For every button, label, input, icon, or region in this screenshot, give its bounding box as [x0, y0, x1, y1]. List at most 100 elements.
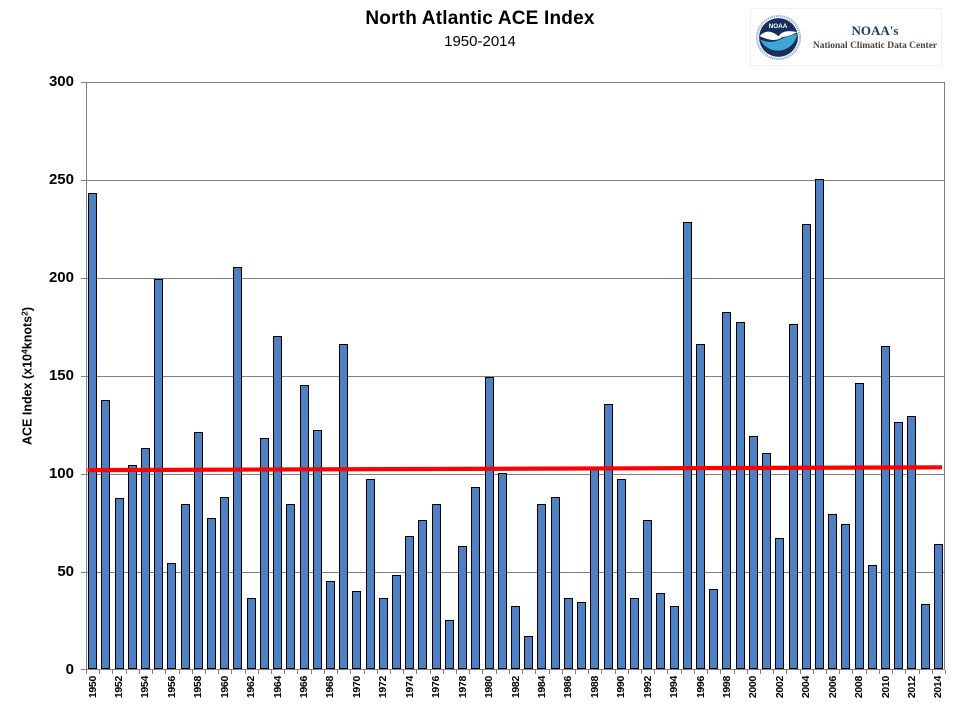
bar-1998	[722, 312, 731, 669]
x-tick-label-2000: 2000	[747, 676, 760, 699]
bar-1959	[207, 518, 216, 669]
x-tick-21	[364, 670, 365, 674]
bar-2004	[802, 224, 811, 669]
y-axis-title-units: knots	[20, 315, 35, 350]
bar-1978	[458, 546, 467, 669]
x-tick-53	[786, 670, 787, 674]
x-tick-40	[615, 670, 616, 674]
bar-1994	[670, 606, 679, 669]
bar-1982	[511, 606, 520, 669]
bar-1995	[683, 222, 692, 669]
x-tick-25	[416, 670, 417, 674]
bar-1969	[339, 344, 348, 669]
x-tick-44	[667, 670, 668, 674]
bar-1956	[167, 563, 176, 669]
x-tick-51	[760, 670, 761, 674]
bar-1979	[471, 487, 480, 669]
x-tick-54	[800, 670, 801, 674]
x-tick-label-1984: 1984	[535, 676, 548, 699]
x-tick-42	[641, 670, 642, 674]
bar-1964	[273, 336, 282, 669]
grid-line-250	[87, 180, 944, 181]
x-tick-19	[337, 670, 338, 674]
emblem-noaa-text: NOAA	[769, 23, 788, 30]
bar-1951	[101, 400, 110, 669]
x-tick-9	[205, 670, 206, 674]
bar-1971	[366, 479, 375, 669]
x-tick-28	[456, 670, 457, 674]
x-tick-34	[535, 670, 536, 674]
y-axis-title-close: )	[20, 307, 35, 312]
x-tick-label-1966: 1966	[298, 676, 311, 699]
x-tick-18	[324, 670, 325, 674]
x-tick-30	[482, 670, 483, 674]
y-tick-50	[81, 572, 86, 573]
bar-1967	[313, 430, 322, 669]
x-tick-label-1974: 1974	[403, 676, 416, 699]
x-tick-1	[99, 670, 100, 674]
bar-1981	[498, 473, 507, 669]
bar-1985	[551, 497, 560, 669]
x-tick-65	[945, 670, 946, 674]
bar-1986	[564, 598, 573, 669]
bar-1999	[736, 322, 745, 669]
x-tick-label-2004: 2004	[800, 676, 813, 699]
bar-1973	[392, 575, 401, 669]
x-tick-23	[390, 670, 391, 674]
x-tick-47	[707, 670, 708, 674]
y-axis-title-sup4: 4	[19, 349, 30, 354]
x-tick-label-1988: 1988	[588, 676, 601, 699]
x-tick-label-1962: 1962	[245, 676, 258, 699]
x-tick-label-2008: 2008	[853, 676, 866, 699]
x-tick-20	[350, 670, 351, 674]
bar-1980	[485, 377, 494, 669]
chart-title: North Atlantic ACE Index	[365, 8, 595, 29]
x-tick-label-1998: 1998	[720, 676, 733, 699]
y-tick-label-100: 100	[48, 465, 74, 482]
x-tick-11	[231, 670, 232, 674]
y-tick-250	[81, 180, 86, 181]
x-tick-12	[245, 670, 246, 674]
bar-1958	[194, 432, 203, 669]
x-tick-2	[112, 670, 113, 674]
x-tick-45	[681, 670, 682, 674]
x-tick-5	[152, 670, 153, 674]
bar-1996	[696, 344, 705, 669]
x-tick-16	[297, 670, 298, 674]
x-tick-59	[866, 670, 867, 674]
y-tick-label-300: 300	[48, 73, 74, 90]
x-tick-label-1952: 1952	[113, 676, 126, 699]
x-tick-37	[575, 670, 576, 674]
x-tick-33	[522, 670, 523, 674]
x-tick-label-1950: 1950	[86, 676, 99, 699]
bar-1953	[128, 465, 137, 669]
x-tick-39	[601, 670, 602, 674]
x-tick-57	[839, 670, 840, 674]
x-tick-31	[496, 670, 497, 674]
x-tick-63	[919, 670, 920, 674]
bar-2012	[907, 416, 916, 669]
x-tick-label-1996: 1996	[694, 676, 707, 699]
bar-1974	[405, 536, 414, 669]
bar-1990	[617, 479, 626, 669]
x-tick-52	[773, 670, 774, 674]
bar-1955	[154, 279, 163, 669]
logo-org-name: NOAA's	[851, 23, 899, 38]
bar-1997	[709, 589, 718, 669]
bar-1977	[445, 620, 454, 669]
x-tick-7	[179, 670, 180, 674]
x-tick-label-1992: 1992	[641, 676, 654, 699]
y-tick-label-50: 50	[57, 563, 74, 580]
bar-1950	[88, 193, 97, 669]
noaa-emblem-icon: NOAA	[755, 13, 802, 61]
x-tick-61	[892, 670, 893, 674]
x-tick-38	[588, 670, 589, 674]
x-tick-label-2014: 2014	[932, 676, 945, 699]
bar-1970	[352, 591, 361, 669]
y-tick-300	[81, 82, 86, 83]
bar-1992	[643, 520, 652, 669]
bar-2005	[815, 179, 824, 669]
bar-1963	[260, 438, 269, 669]
x-tick-26	[430, 670, 431, 674]
